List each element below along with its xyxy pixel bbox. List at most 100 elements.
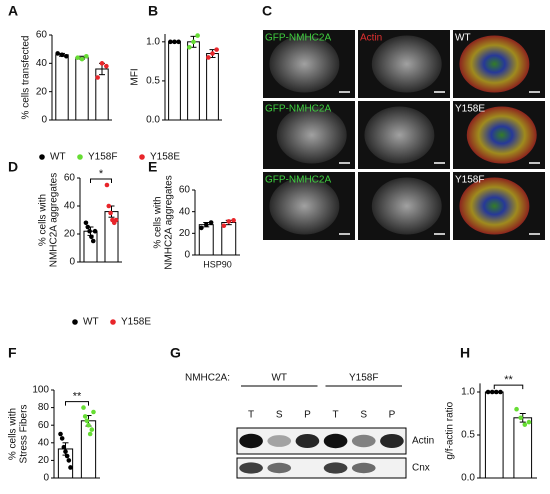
data-point <box>89 234 94 240</box>
y-tick-label: 1.0 <box>146 36 160 47</box>
legend-marker <box>39 154 45 160</box>
bar <box>168 41 181 121</box>
cell <box>371 35 442 93</box>
legend-label: Y158E <box>150 152 180 163</box>
significance-label: ** <box>73 391 82 403</box>
data-point <box>85 224 91 230</box>
data-point <box>58 431 63 437</box>
bar <box>513 417 533 479</box>
group-label: Y158F <box>349 373 378 384</box>
y-tick-label: 0 <box>184 250 190 261</box>
x-axis-label: HSP90 <box>203 259 232 269</box>
data-point <box>84 53 89 59</box>
data-point <box>63 449 68 454</box>
genotype-label: Y158E <box>455 104 485 115</box>
data-point <box>108 210 113 216</box>
panel-label: D <box>8 159 18 175</box>
data-point <box>522 422 528 427</box>
data-point <box>526 419 532 425</box>
data-point <box>168 39 173 45</box>
data-point <box>514 406 519 412</box>
blot-frame <box>236 427 407 455</box>
significance-label: ** <box>504 374 513 386</box>
data-point <box>82 414 88 419</box>
cell <box>459 177 530 235</box>
data-point <box>104 182 110 188</box>
data-point <box>81 405 86 410</box>
y-axis-label: NMHC2A aggregates <box>164 175 175 270</box>
panel-label: C <box>262 3 272 19</box>
data-point <box>84 418 90 424</box>
band-label: Actin <box>412 436 434 447</box>
y-axis-label: Stress Fibers <box>19 405 30 464</box>
band <box>267 435 292 447</box>
y-tick-label: 40 <box>179 206 191 217</box>
legend-marker <box>77 154 83 160</box>
data-point <box>203 222 209 227</box>
data-point <box>208 220 214 225</box>
panel-label: B <box>148 3 158 19</box>
data-point <box>59 436 65 441</box>
lane-label: P <box>304 410 311 421</box>
legend-label: Y158F <box>88 152 117 163</box>
data-point <box>485 389 491 395</box>
y-axis-label: % cells with <box>8 408 19 460</box>
bar <box>187 41 200 121</box>
data-point <box>89 427 95 432</box>
genotype-label: Y158F <box>455 175 484 186</box>
data-point <box>113 217 119 223</box>
data-point <box>61 444 67 450</box>
cell <box>459 35 530 93</box>
data-point <box>221 223 227 229</box>
data-point <box>106 203 112 209</box>
y-tick-label: 0.0 <box>461 473 475 484</box>
significance-label: * <box>99 168 104 180</box>
y-axis-label: % cells with <box>38 194 49 246</box>
bar <box>484 391 504 479</box>
y-tick-label: 20 <box>179 228 191 239</box>
cell <box>371 177 442 235</box>
data-point <box>68 465 73 470</box>
y-tick-label: 40 <box>38 437 50 448</box>
bar <box>206 53 219 121</box>
data-point <box>191 39 196 45</box>
y-axis-label: % cells with <box>153 196 164 248</box>
legend-label: Y158E <box>121 317 151 328</box>
channel-label: Actin <box>360 33 382 44</box>
data-point <box>91 409 96 415</box>
panel-label: G <box>170 345 181 361</box>
data-point <box>66 458 72 463</box>
panel-label: H <box>460 345 470 361</box>
data-point <box>210 51 215 56</box>
band <box>239 462 263 474</box>
data-point <box>92 228 98 234</box>
channel-label: GFP-NMHC2A <box>265 33 331 44</box>
data-point <box>176 39 181 45</box>
data-point <box>214 47 219 52</box>
cell <box>269 35 340 93</box>
data-point <box>83 220 89 226</box>
y-tick-label: 60 <box>64 173 76 184</box>
data-point <box>64 453 70 459</box>
band <box>323 433 348 449</box>
legend-label: WT <box>83 317 99 328</box>
y-tick-label: 0.5 <box>461 430 475 441</box>
legend-marker <box>110 319 116 325</box>
panel-label: A <box>8 3 18 19</box>
lane-label: S <box>360 410 367 421</box>
cell <box>364 106 435 164</box>
data-point <box>489 389 495 395</box>
y-tick-label: 0 <box>43 473 49 484</box>
bar <box>75 57 89 121</box>
band-label: Cnx <box>412 463 430 474</box>
lane-label: T <box>248 410 254 421</box>
y-tick-label: 80 <box>38 402 50 413</box>
data-point <box>498 389 503 395</box>
lane-label: P <box>389 410 396 421</box>
cell <box>466 106 537 164</box>
band <box>239 433 263 449</box>
data-point <box>95 75 100 80</box>
y-axis-label: NMHC2A aggregates <box>49 173 60 268</box>
y-axis-label: % cells transfected <box>21 36 32 120</box>
